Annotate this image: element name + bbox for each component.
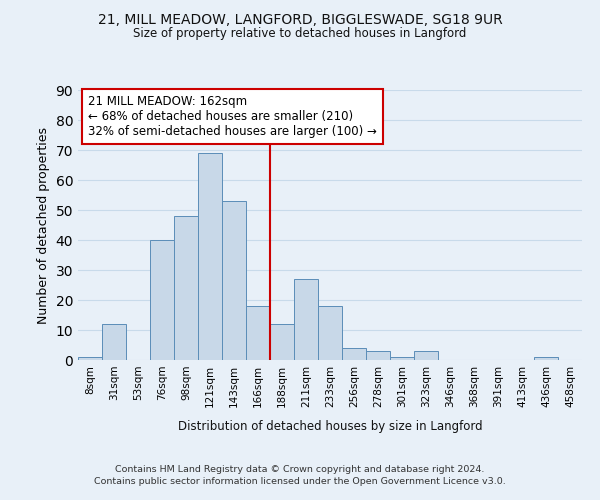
Bar — [270, 324, 294, 360]
Bar — [222, 201, 246, 360]
Text: Distribution of detached houses by size in Langford: Distribution of detached houses by size … — [178, 420, 482, 433]
Bar — [294, 279, 318, 360]
Bar — [102, 324, 126, 360]
Bar — [534, 357, 558, 360]
Bar — [198, 153, 222, 360]
Text: Contains public sector information licensed under the Open Government Licence v3: Contains public sector information licen… — [94, 478, 506, 486]
Bar — [174, 216, 198, 360]
Bar — [342, 348, 366, 360]
Bar — [78, 357, 102, 360]
Bar — [150, 240, 174, 360]
Text: 21 MILL MEADOW: 162sqm
← 68% of detached houses are smaller (210)
32% of semi-de: 21 MILL MEADOW: 162sqm ← 68% of detached… — [88, 96, 377, 138]
Text: Size of property relative to detached houses in Langford: Size of property relative to detached ho… — [133, 28, 467, 40]
Bar — [366, 351, 390, 360]
Text: 21, MILL MEADOW, LANGFORD, BIGGLESWADE, SG18 9UR: 21, MILL MEADOW, LANGFORD, BIGGLESWADE, … — [98, 12, 502, 26]
Bar — [246, 306, 270, 360]
Y-axis label: Number of detached properties: Number of detached properties — [37, 126, 50, 324]
Text: Contains HM Land Registry data © Crown copyright and database right 2024.: Contains HM Land Registry data © Crown c… — [115, 465, 485, 474]
Bar — [318, 306, 342, 360]
Bar — [390, 357, 414, 360]
Bar — [414, 351, 438, 360]
